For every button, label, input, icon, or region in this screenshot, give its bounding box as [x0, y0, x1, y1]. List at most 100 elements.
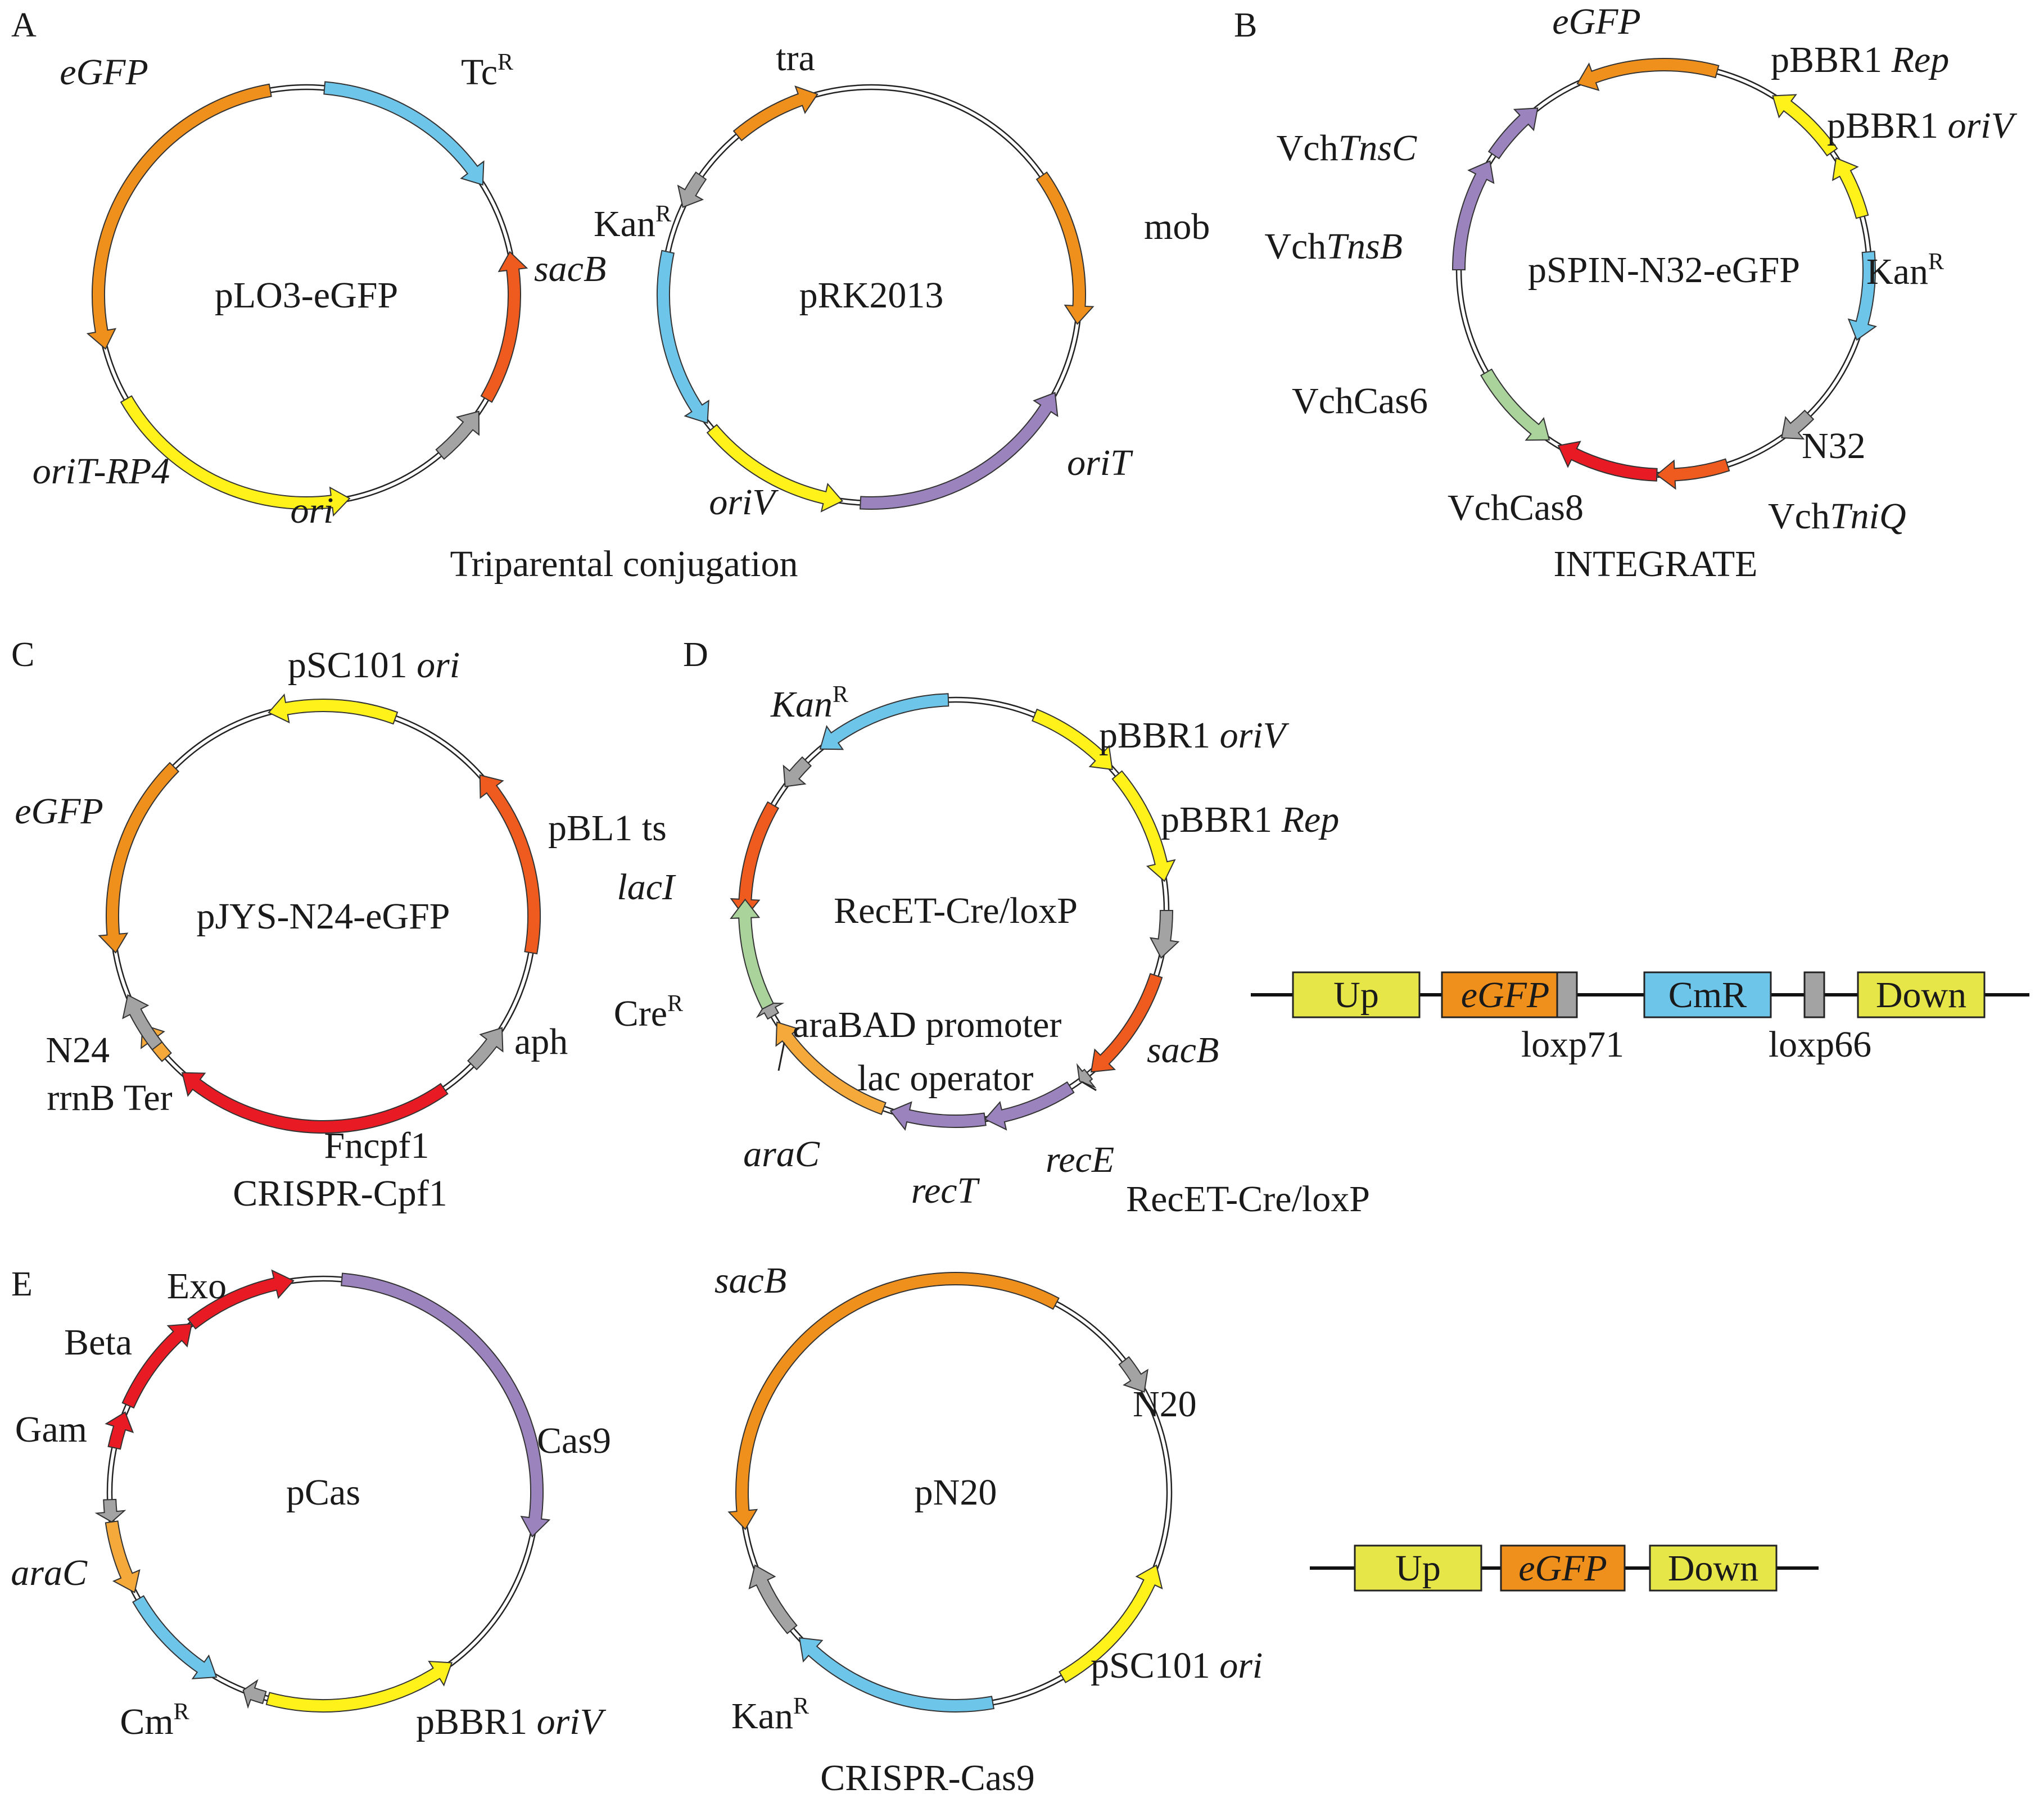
feature-kan-arrow [798, 1637, 995, 1713]
feature-kan-arrow [1847, 251, 1878, 341]
feature-sacb-arrow [480, 251, 528, 403]
linear-box-down [1649, 1544, 1778, 1592]
label-sacb: sacB [534, 248, 606, 289]
feature-sacb-arrow [1090, 973, 1163, 1073]
feature-n32-arrow [1781, 409, 1815, 440]
label-rect: recT [911, 1170, 980, 1211]
feature-laci-arrow [730, 801, 780, 919]
feature-beta-arrow [121, 1323, 193, 1409]
panel-label-a: A [11, 6, 37, 44]
feature-exo-arrow [187, 1269, 295, 1330]
feature-laco-arrow [1076, 1063, 1097, 1089]
lox-site-label: loxp71 [1521, 1024, 1624, 1065]
label-n24: N24 [46, 1030, 110, 1071]
caption-e: CRISPR-Cas9 [820, 1757, 1034, 1799]
feature-tniq-arrow [1656, 458, 1730, 490]
feature-ori-arrow [1059, 1564, 1163, 1683]
feature-aph-arrow [467, 1027, 504, 1071]
label-aph: aph [514, 1021, 568, 1062]
plasmid-name: pCas [286, 1472, 360, 1513]
annotation-arabad-promoter: araBAD promoter [793, 1004, 1061, 1045]
linear-box-label: eGFP [1461, 975, 1550, 1016]
feature-cm-arrow [132, 1595, 218, 1679]
label-arac: araC [11, 1552, 88, 1593]
feature-cas6-arrow [1480, 368, 1550, 441]
label-n20: N20 [1133, 1384, 1197, 1425]
label-cre: CreR [614, 991, 683, 1034]
feature-cas8-arrow [1557, 441, 1658, 482]
linear-box-label: CmR [1668, 975, 1747, 1016]
plasmid-name: pJYS-N24-eGFP [196, 896, 450, 937]
annotation-lac-operator: lac operator [857, 1058, 1033, 1099]
label-oriv: pBBR1 oriV [1827, 105, 2018, 146]
feature-arac-arrow [105, 1520, 141, 1593]
label-egfp: eGFP [1552, 1, 1641, 42]
label-tra: tra [776, 38, 815, 79]
label-kan: KanR [770, 682, 848, 725]
caption-b: INTEGRATE [1554, 543, 1758, 585]
linear-box-label: Down [1668, 1548, 1758, 1589]
plasmid-name: RecET-Cre/loxP [834, 890, 1078, 931]
feature-gray3-arrow [783, 756, 812, 787]
label-rep: pBBR1 Rep [1161, 799, 1339, 840]
feature-gray7-arrow [748, 1564, 798, 1634]
feature-arac-arrow [775, 1021, 887, 1116]
feature-gray4-arrow [1149, 910, 1180, 959]
label-oriv: oriV [709, 482, 779, 523]
label-egfp: eGFP [60, 52, 148, 93]
label-rrnb: rrnB Ter [47, 1077, 172, 1118]
label-exo: Exo [167, 1266, 227, 1307]
linear-box-egfp [1441, 971, 1570, 1018]
linear-box-up [1354, 1544, 1482, 1592]
feature-n24-arrow [122, 994, 163, 1051]
feature-oriv-arrow [265, 1660, 453, 1713]
feature-cas9-arrow [341, 1272, 551, 1538]
label-ori: pSC101 ori [1091, 1645, 1263, 1686]
label-cm: CmR [120, 1699, 189, 1742]
feature-pbl1-arrow [479, 774, 541, 955]
feature-tra-arrow [732, 85, 818, 142]
feature-egfp-arrow [1576, 58, 1720, 92]
label-rece: recE [1046, 1139, 1114, 1180]
linear-box-lox [1803, 971, 1825, 1018]
caption-a: Triparental conjugation [450, 543, 798, 585]
plasmid-name: pSPIN-N32-eGFP [1528, 250, 1800, 291]
caption-c: CRISPR-Cpf1 [233, 1173, 447, 1214]
label-ori: pSC101 ori [288, 645, 460, 686]
label-cas9: Cas9 [537, 1420, 611, 1461]
feature-sacb-arrow [727, 1272, 1060, 1530]
label-rep: pBBR1 Rep [1771, 39, 1949, 80]
feature-kan-arrow [657, 250, 709, 424]
feature-oriv-arrow [1032, 708, 1113, 771]
panel-label-d: D [683, 636, 708, 674]
label-sacb: sacB [1147, 1030, 1219, 1071]
label-cpf1: Fncpf1 [324, 1125, 429, 1166]
lox-site-label: loxp66 [1769, 1024, 1871, 1065]
label-ori: ori [290, 490, 333, 531]
label-kan: KanR [731, 1693, 809, 1737]
label-gam: Gam [15, 1409, 87, 1450]
feature-egfp-arrow [98, 762, 180, 954]
feature-tc-arrow [323, 81, 485, 186]
label-tc: TcR [461, 49, 513, 93]
linear-box-label: Up [1395, 1548, 1441, 1589]
label-orit: oriT-RP4 [33, 451, 170, 492]
label-pbl1: pBL1 ts [548, 808, 667, 849]
label-oriv: pBBR1 oriV [1099, 715, 1290, 756]
label-arac: araC [743, 1134, 820, 1175]
label-sacb: sacB [715, 1260, 786, 1301]
label-tnsc: VchTnsC [1277, 128, 1417, 169]
linear-box-label: eGFP [1518, 1548, 1607, 1589]
plasmid-name: pLO3-eGFP [215, 275, 398, 316]
feature-gam-arrow [105, 1411, 134, 1450]
label-orit: oriT [1067, 442, 1133, 483]
linear-box-cmr [1643, 971, 1772, 1018]
linear-box-label: Down [1876, 975, 1966, 1016]
label-n32: N32 [1802, 425, 1866, 466]
feature-orit-arrow [120, 395, 351, 517]
feature-oriv-arrow [1832, 157, 1869, 219]
feature-gray2-arrow [677, 171, 707, 208]
feature-kan-arrow [819, 693, 949, 750]
linear-box-up [1292, 971, 1421, 1018]
